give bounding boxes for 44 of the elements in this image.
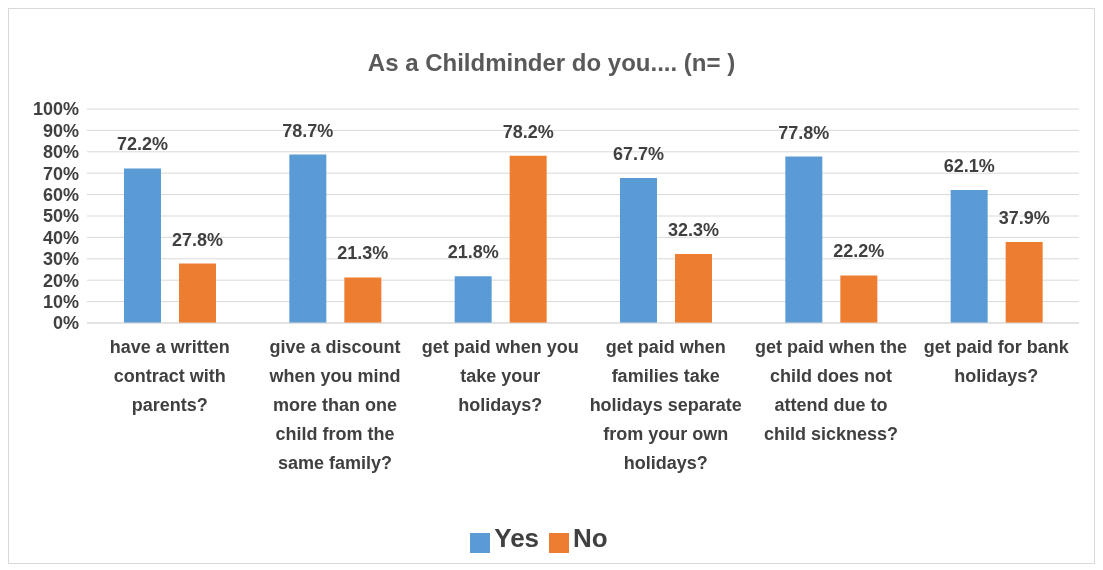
legend-label: No (573, 523, 608, 553)
x-tick-label: have a written contract with parents? (109, 337, 230, 415)
data-label: 22.2% (833, 241, 885, 262)
data-label: 78.7% (282, 120, 334, 141)
bar (950, 190, 988, 323)
bar (124, 168, 161, 323)
legend-label: Yes (494, 523, 540, 553)
data-label: 32.3% (667, 219, 720, 240)
bar (785, 156, 823, 323)
data-label: 21.8% (447, 242, 499, 263)
bar (620, 178, 657, 323)
x-tick-label: get paid when you take your holidays? (421, 337, 579, 415)
chart-title: As a Childminder do you.... (n= ) (366, 49, 737, 78)
y-tick-label: 20% (42, 270, 79, 291)
y-tick-label: 100% (32, 99, 79, 120)
data-label: 67.7% (612, 144, 665, 165)
bar (344, 277, 382, 323)
bar (509, 155, 547, 323)
bar (454, 276, 492, 323)
y-tick-label: 40% (42, 227, 79, 248)
x-tick-label: give a discount when you mind more than one child from the same family? (268, 337, 401, 473)
y-tick-label: 30% (42, 249, 79, 270)
data-label: 62.1% (943, 156, 995, 177)
data-label: 21.3% (337, 243, 389, 264)
bar (840, 275, 878, 323)
y-tick-label: 10% (42, 291, 79, 312)
x-tick-label: get paid when the child does not attend due to child sickness? (754, 337, 908, 444)
y-tick-label: 80% (42, 142, 79, 163)
y-tick-label: 90% (42, 120, 79, 141)
y-tick-label: 60% (42, 184, 79, 205)
data-label: 37.9% (998, 207, 1050, 228)
y-tick-label: 70% (42, 163, 79, 184)
bar (1005, 241, 1043, 323)
data-label: 27.8% (171, 229, 224, 250)
x-tick-label: get paid when families take holidays separate from your own holidays? (589, 337, 742, 473)
y-tick-label: 0% (52, 313, 79, 334)
data-label: 78.2% (502, 121, 554, 142)
bar (289, 154, 327, 323)
data-label: 77.8% (778, 122, 830, 143)
y-tick-label: 50% (42, 206, 79, 227)
bar (179, 263, 216, 323)
data-label: 72.2% (116, 134, 169, 155)
bar (675, 253, 712, 323)
x-tick-label: get paid for bank holidays? (923, 337, 1070, 386)
